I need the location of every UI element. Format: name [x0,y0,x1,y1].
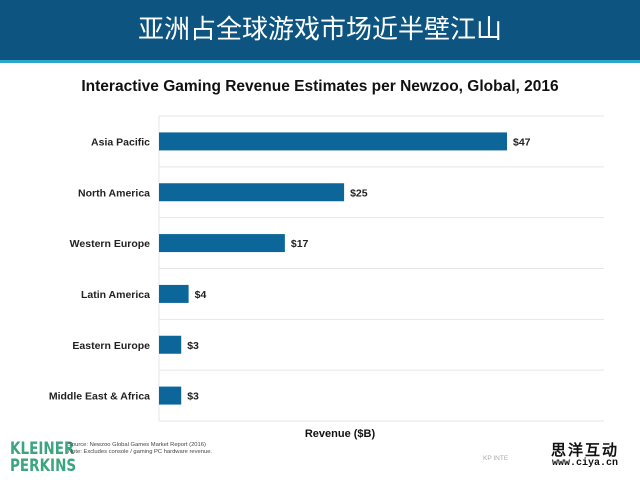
chart-title: Interactive Gaming Revenue Estimates per… [81,78,559,95]
slide-title: 亚洲占全球游戏市场近半壁江山 [137,15,502,45]
value-label: $25 [350,187,368,199]
value-label: $3 [187,340,199,352]
category-labels: Asia Pacific North America Western Europe L… [49,136,150,402]
value-label: $3 [187,391,199,403]
header-accent-line [0,60,640,63]
category-label: Western Europe [70,238,150,250]
value-label: $47 [513,136,531,148]
watermark-text: 思洋互动 [550,441,619,459]
value-labels: $47 $25 $17 $4 $3 $3 [187,136,530,402]
category-label: Asia Pacific [91,136,150,148]
bar-latin-america [159,284,189,303]
chart-bars [159,132,507,405]
value-label: $17 [291,238,309,250]
bar-eastern-europe [159,335,182,354]
category-label: Latin America [81,289,150,301]
watermark: 思洋互动 www.ciya.cn [535,442,635,470]
bar-western-europe [159,234,285,253]
logo-line-2: PERKINS [10,456,77,475]
logo-line-1: KLEINER [10,439,75,458]
watermark-url: www.ciya.cn [551,458,618,469]
note-line: Note: Excludes console / gaming PC hardw… [68,449,213,455]
chart-gridlines [158,115,604,422]
footer-code: KP INTE [483,455,509,462]
value-label: $4 [195,289,207,301]
slide-header [0,0,640,60]
category-label: Eastern Europe [72,340,150,352]
x-axis-label: Revenue ($B) [304,428,376,440]
bar-north-america [159,183,345,202]
kleiner-perkins-logo: KLEINER PERKINS [10,440,76,474]
category-label: Middle East & Africa [49,391,150,403]
bar-middle-east-africa [159,386,182,405]
category-label: North America [78,187,150,199]
bar-asia-pacific [159,132,507,151]
source-line: Source: Newzoo Global Games Market Repor… [68,442,206,448]
source-note: Source: Newzoo Global Games Market Repor… [68,442,212,456]
